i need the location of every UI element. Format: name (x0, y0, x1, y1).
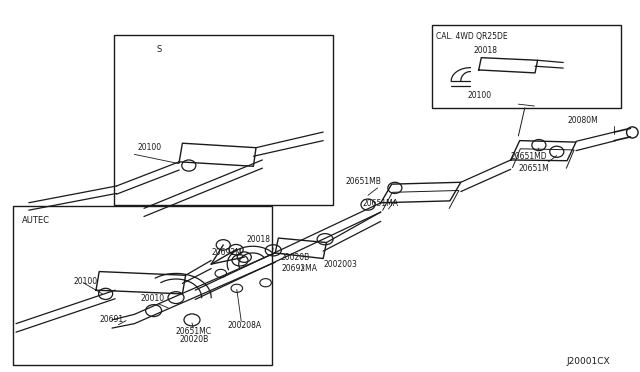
Text: 20100: 20100 (74, 277, 98, 286)
Text: AUTEC: AUTEC (22, 216, 51, 225)
Text: 20692MA: 20692MA (282, 264, 317, 273)
Text: 20651MD: 20651MD (511, 152, 547, 161)
Text: 20651MB: 20651MB (346, 177, 381, 186)
Text: 20100: 20100 (138, 143, 162, 152)
Text: 20018: 20018 (474, 46, 498, 55)
Text: 200208A: 200208A (227, 321, 261, 330)
Text: 20010: 20010 (141, 294, 165, 303)
Text: 20100: 20100 (467, 92, 492, 100)
Text: 20018: 20018 (246, 235, 270, 244)
Text: 20651MC: 20651MC (176, 327, 212, 336)
Bar (13, 206, 272, 365)
Text: 20651MA: 20651MA (362, 199, 398, 208)
Bar (114, 35, 333, 205)
Text: J20001CX: J20001CX (566, 357, 610, 366)
Text: S: S (157, 45, 162, 54)
Text: 20692M: 20692M (211, 248, 242, 257)
Text: 2002003: 2002003 (323, 260, 357, 269)
Text: 20020B: 20020B (280, 253, 310, 262)
Text: 20651M: 20651M (518, 164, 549, 173)
Bar (432, 25, 621, 108)
Text: 20020B: 20020B (179, 335, 209, 344)
Text: CAL. 4WD QR25DE: CAL. 4WD QR25DE (436, 32, 508, 41)
Text: 20080M: 20080M (568, 116, 598, 125)
Text: 20691: 20691 (99, 315, 124, 324)
